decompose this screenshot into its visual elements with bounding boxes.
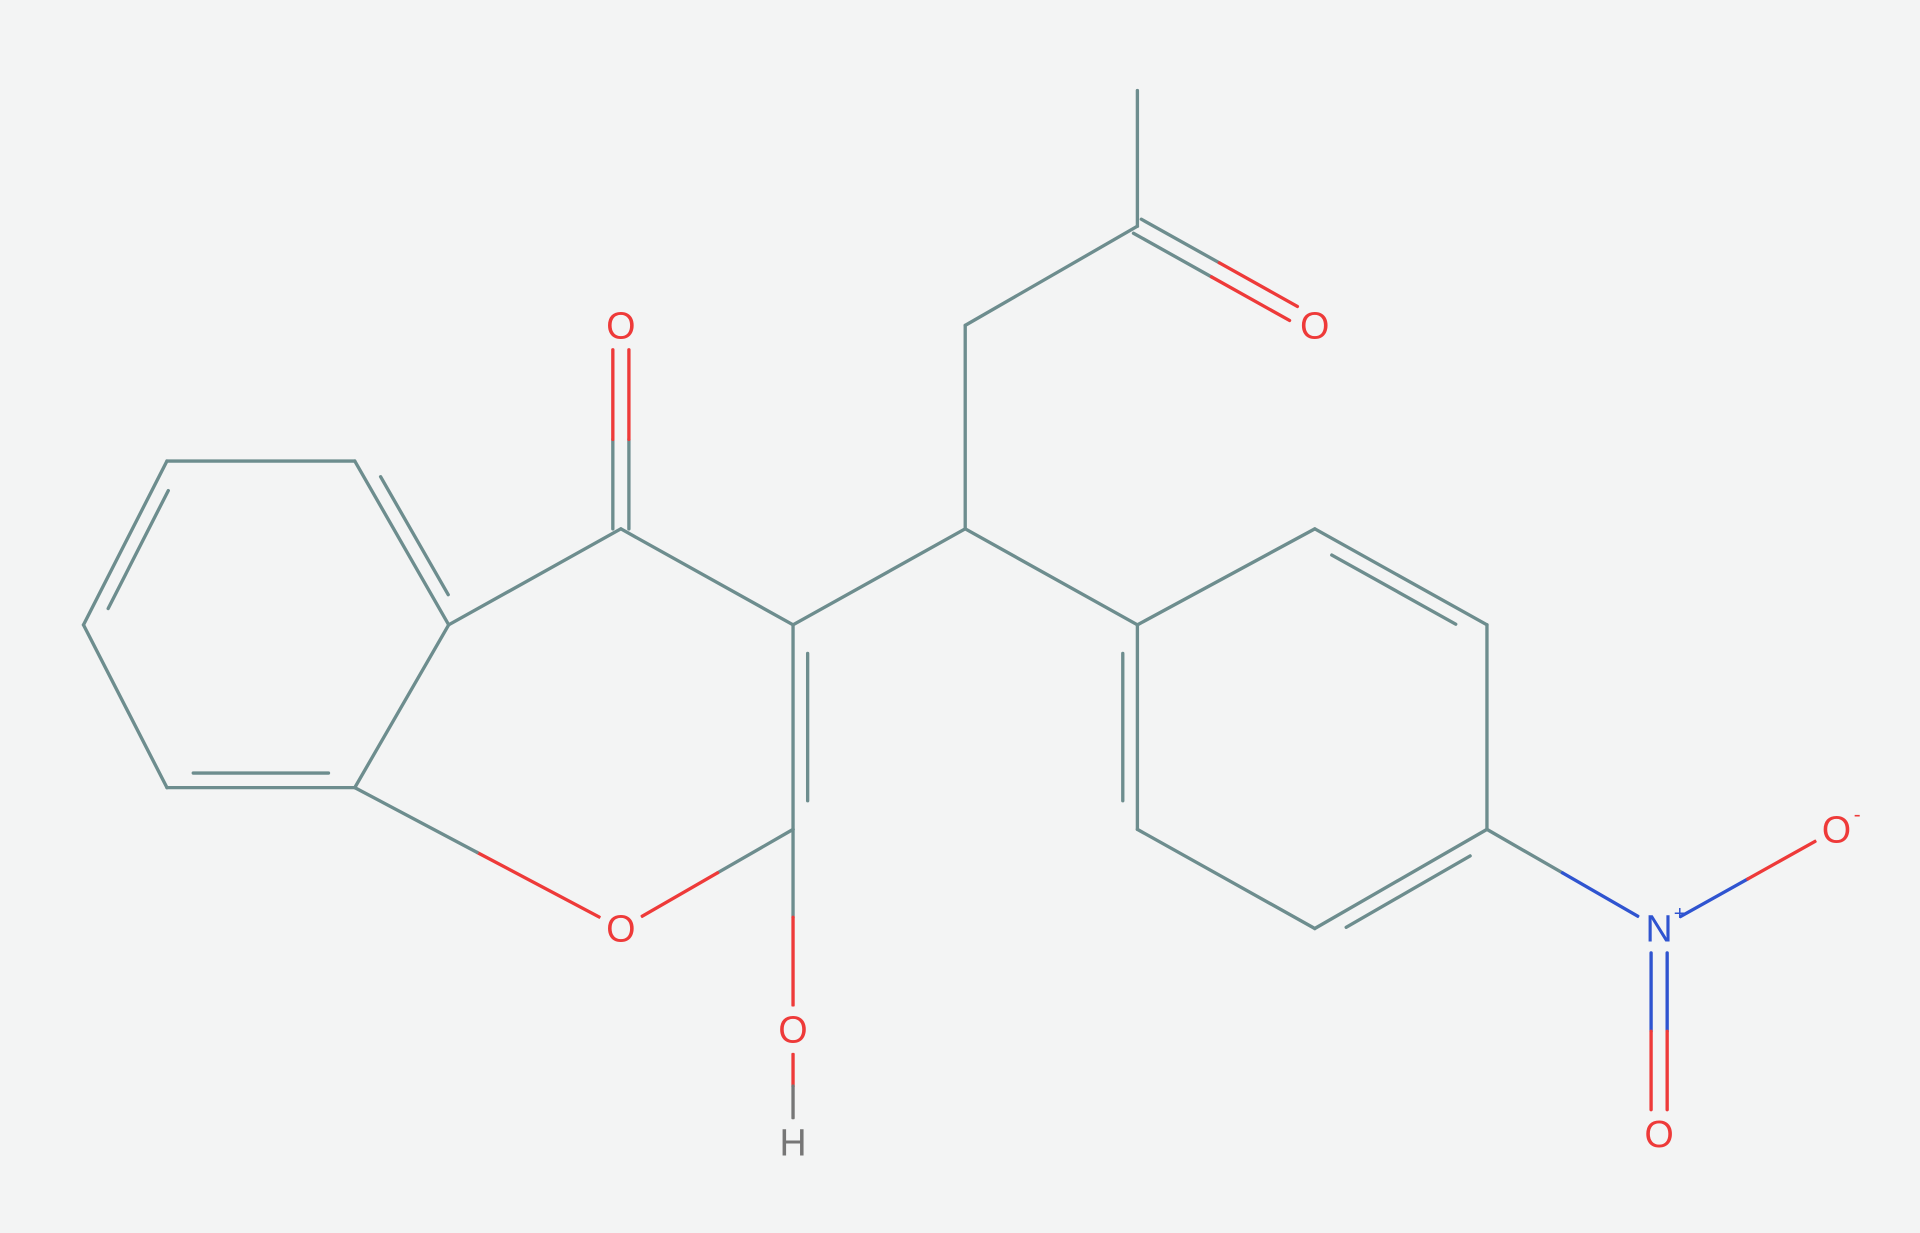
molecule-svg: OOHOON+O-O [0,0,1920,1233]
bond-line [1748,841,1815,879]
atom-charge: - [1854,803,1861,826]
atom-label-o: O [606,304,635,346]
bond-line [1487,829,1563,872]
bond-line [1680,879,1747,917]
atom-label-o: O [1645,1113,1674,1155]
atom-label-h: H [779,1121,806,1163]
molecule-canvas: OOHOON+O-O [0,0,1920,1233]
atom-label-o: O [778,1009,807,1051]
bond-line [965,226,1137,325]
bond-line [355,788,477,853]
bond-line [355,461,449,625]
bond-line [449,529,621,625]
bond-line [1137,829,1314,928]
bond-line [1315,529,1487,625]
bond-line [355,625,449,788]
bond-line [793,529,965,625]
bond-line [1219,263,1297,307]
bond-line [642,873,718,916]
bond-line [1332,555,1456,624]
atom-label-o: O [1822,808,1851,850]
bond-line [477,852,599,917]
bond-line [718,829,794,872]
atom-label-n: N [1646,908,1673,950]
bond-line [108,491,168,609]
bond-line [1315,829,1487,928]
atom-charge: + [1674,902,1686,925]
bond-line [621,529,793,625]
bond-line [1137,529,1314,625]
bond-line [83,625,166,788]
atom-label-o: O [1300,304,1329,346]
bond-line [83,461,166,625]
bond-line [381,477,449,595]
bond-line [1562,873,1638,916]
bond-line [965,529,1137,625]
bond-line [1346,856,1470,927]
bond-line [1141,219,1219,263]
bond-line [1133,233,1211,277]
atom-label-o: O [606,908,635,950]
bond-line [1212,277,1290,321]
